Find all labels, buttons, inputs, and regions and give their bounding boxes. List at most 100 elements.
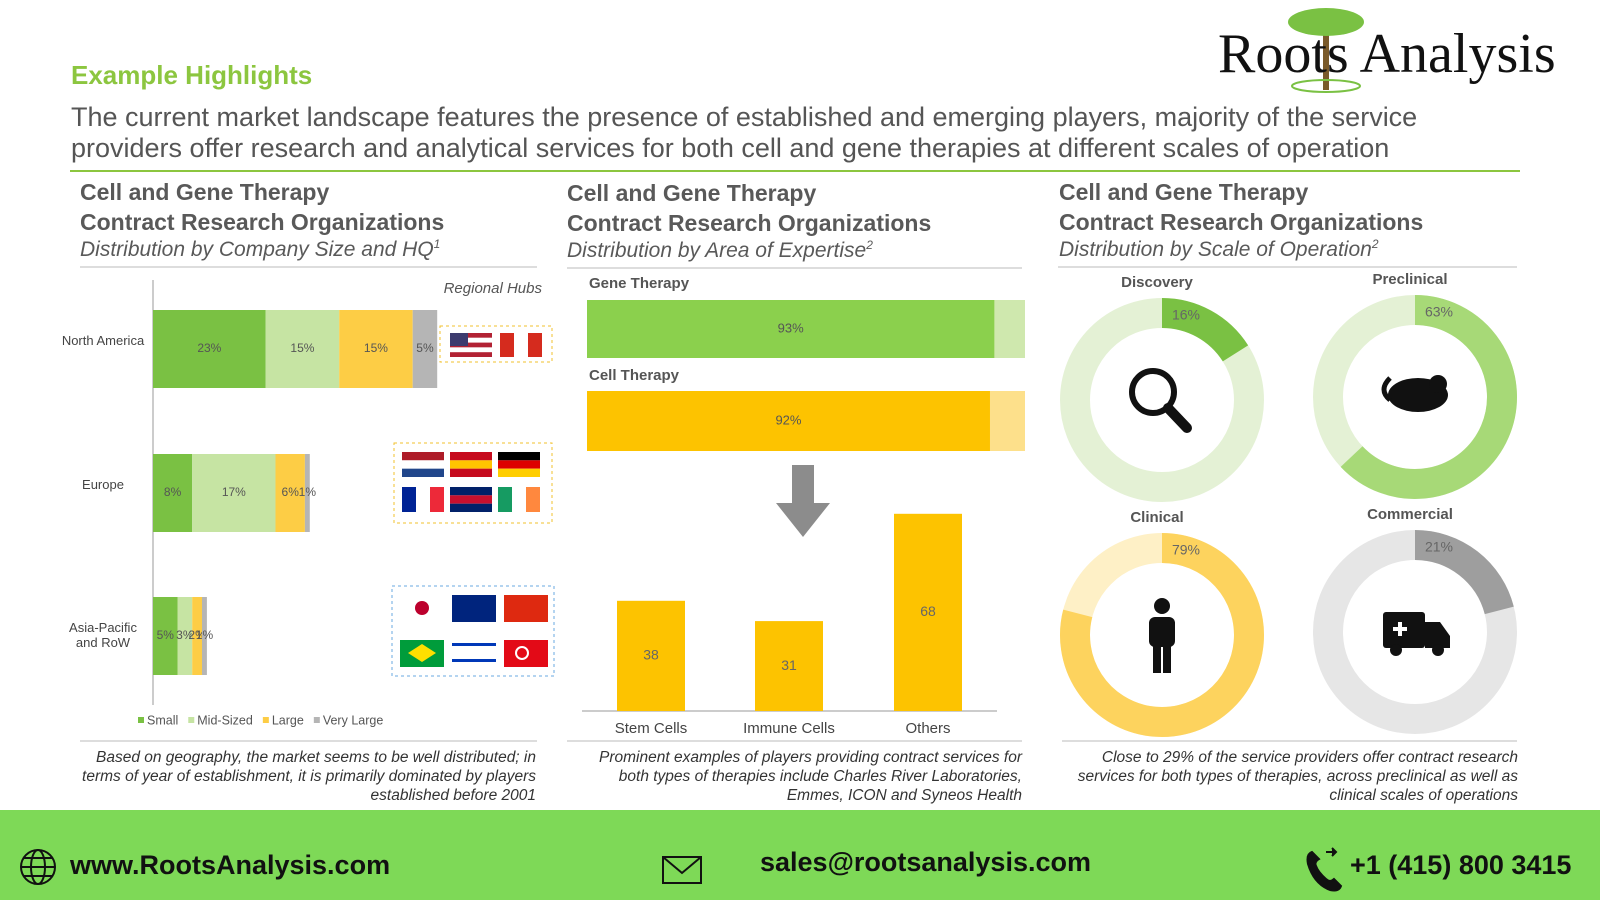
bar-segment	[202, 597, 207, 675]
chart-note: Close to 29% of the service providers of…	[1077, 749, 1518, 804]
flag-stripe	[498, 487, 512, 512]
flag-emblem	[408, 644, 436, 662]
data-label: 38	[643, 647, 659, 663]
caption-mark: 2	[866, 238, 873, 252]
bar-segment	[192, 597, 202, 675]
x-tick-label: Others	[905, 720, 950, 737]
x-tick-label: Stem Cells	[615, 720, 688, 737]
legend-label: Small	[147, 713, 178, 727]
category-label: Gene Therapy	[589, 275, 690, 292]
bar-segment	[412, 310, 438, 388]
data-label: 1%	[299, 485, 317, 499]
brand: Roots Analysis	[1218, 23, 1556, 85]
data-label: 5%	[157, 628, 175, 642]
flag-emblem	[515, 646, 529, 660]
bar-segment	[304, 454, 310, 532]
x-tick-label: Immune Cells	[743, 720, 835, 737]
section-title: Example Highlights	[71, 60, 313, 90]
bar	[755, 621, 823, 711]
flag-stripe	[452, 595, 496, 622]
category-label: Cell Therapy	[589, 367, 680, 384]
flag-stripe	[402, 452, 444, 461]
chart-subtitle: Contract Research Organizations	[567, 210, 932, 236]
panel-header: Cell and Gene Therapy Contract Research …	[80, 177, 444, 262]
panel-header: Cell and Gene Therapy Contract Research …	[1059, 177, 1423, 262]
headline: The current market landscape features th…	[71, 102, 1418, 163]
flag-stripe	[504, 595, 548, 622]
flag-stripe	[452, 659, 496, 662]
flag-stripe	[450, 452, 492, 461]
flag-stripe	[450, 503, 492, 512]
flag-emblem	[415, 601, 429, 615]
chart-caption: Distribution by Company Size and HQ1	[80, 237, 444, 262]
data-label: 93%	[778, 320, 804, 335]
flag-stripe	[402, 460, 444, 469]
flag-stripe	[450, 487, 492, 496]
flag-stripe	[450, 333, 492, 338]
hub-box	[393, 442, 553, 524]
flag-stripe	[450, 460, 492, 469]
chart-title: Cell and Gene Therapy	[1059, 179, 1309, 205]
bar-segment	[192, 454, 276, 532]
caption-text: Distribution by Company Size and HQ	[80, 238, 434, 261]
data-label: 23%	[197, 341, 221, 355]
flags	[400, 333, 548, 667]
bar-segment	[153, 454, 193, 532]
bar-segment	[275, 454, 305, 532]
bar-segment	[153, 597, 178, 675]
bar	[587, 391, 990, 451]
caption-text: Distribution by Area of Expertise	[567, 239, 867, 262]
data-label: 63%	[1425, 304, 1453, 320]
flag-stripe	[450, 468, 492, 477]
flag-stripe	[452, 643, 496, 646]
chart-caption: Distribution by Scale of Operation2	[1059, 237, 1423, 262]
legend-label: Mid-Sized	[197, 713, 253, 727]
y-tick-label: North America	[61, 333, 145, 348]
flag-stripe	[450, 352, 492, 357]
data-label: 68	[920, 603, 936, 619]
legend-label: Very Large	[323, 713, 384, 727]
data-label: 5%	[416, 341, 434, 355]
data-label: 92%	[775, 412, 801, 427]
hub-box	[391, 585, 555, 677]
data-label: 3%	[176, 628, 194, 642]
icon-rat	[1381, 375, 1448, 412]
panel-header: Cell and Gene Therapy Contract Research …	[567, 178, 931, 263]
donut-title: Discovery	[1121, 274, 1193, 291]
bar-segment	[153, 310, 266, 388]
data-label: 15%	[364, 341, 388, 355]
icon-ambulance	[1383, 612, 1450, 656]
legend-swatch	[188, 717, 195, 723]
arrow	[776, 465, 830, 537]
donut-title: Commercial	[1367, 506, 1453, 523]
donut-arc	[1414, 530, 1514, 615]
flag-stripe	[450, 347, 492, 353]
bar-segment	[177, 597, 193, 675]
flag-canton	[450, 333, 468, 346]
caption-text: Distribution by Scale of Operation	[1059, 238, 1372, 261]
donut-title: Clinical	[1130, 509, 1183, 526]
donut-arc	[1060, 533, 1264, 737]
icon-globe	[20, 849, 56, 885]
legend-swatch	[313, 717, 320, 723]
chart-title: Cell and Gene Therapy	[80, 179, 330, 205]
flag-stripe	[416, 487, 430, 512]
data-label: 79%	[1172, 542, 1200, 558]
website[interactable]: www.RootsAnalysis.com	[70, 850, 391, 880]
flag-stripe	[504, 640, 548, 667]
legend-swatch	[262, 717, 269, 723]
data-label: 6%	[282, 485, 300, 499]
flag-stripe	[402, 468, 444, 477]
data-label: 8%	[164, 485, 182, 499]
chart-subtitle: Contract Research Organizations	[1059, 209, 1424, 235]
flag-stripe	[514, 333, 528, 357]
phone[interactable]: +1 (415) 800 3415	[1350, 850, 1572, 880]
flag-stripe	[498, 452, 540, 461]
flag-stripe	[450, 495, 492, 504]
flag-stripe	[498, 460, 540, 469]
bar-segment	[265, 310, 340, 388]
chart-subtitle: Contract Research Organizations	[80, 209, 445, 235]
flag-stripe	[450, 337, 492, 343]
email[interactable]: sales@rootsanalysis.com	[760, 847, 1091, 877]
